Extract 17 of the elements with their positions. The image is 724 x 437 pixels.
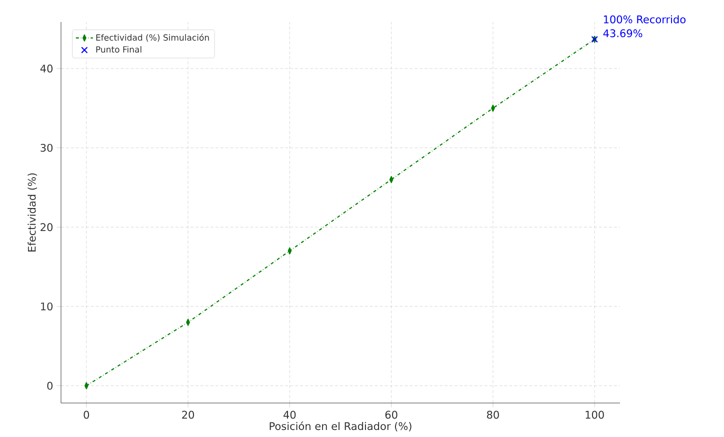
x-tick-label: 80 — [486, 410, 499, 419]
x-tick-label: 60 — [385, 410, 398, 419]
y-tick-label: 20 — [40, 223, 53, 232]
annotation: 43.69% — [603, 29, 642, 38]
x-axis-title: Posición en el Radiador (%) — [270, 422, 412, 432]
x-tick-label: 20 — [182, 410, 194, 419]
annotation: 100% Recorrido — [604, 15, 686, 24]
x-tick-label: 40 — [284, 410, 296, 419]
legend-label: Punto Final — [96, 46, 142, 53]
x-tick-label: 0 — [84, 410, 90, 419]
y-tick-label: 40 — [40, 64, 53, 73]
y-tick-label: 0 — [47, 382, 53, 390]
legend-label: Efectividad (%) Simulación — [96, 34, 209, 42]
y-tick-label: 30 — [40, 144, 53, 152]
x-tick-label: 100 — [586, 410, 604, 419]
y-tick-label: 10 — [41, 302, 53, 310]
y-axis-title: Efectividad (%) — [28, 173, 38, 252]
